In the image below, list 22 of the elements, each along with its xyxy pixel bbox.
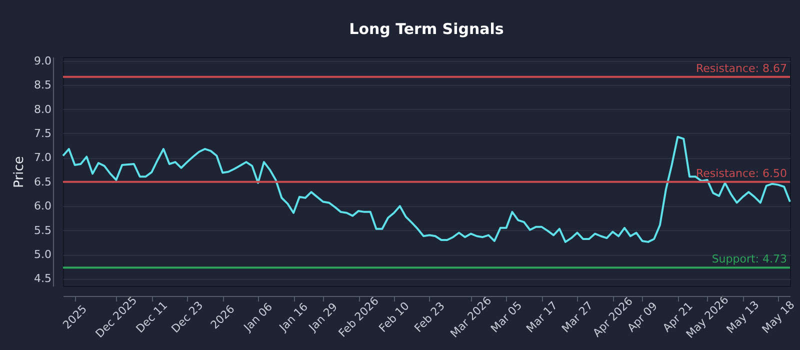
- y-tick-label: 4.5: [34, 272, 52, 286]
- y-axis-title: Price: [12, 156, 28, 188]
- y-tick-label: 8.0: [34, 102, 52, 116]
- x-tick-label: Jan 06: [240, 300, 275, 335]
- ref-line-label: Resistance: 8.67: [696, 62, 787, 75]
- y-tick-label: 5.5: [34, 224, 52, 237]
- chart-title: Long Term Signals: [349, 20, 504, 38]
- y-tick-label: 5.0: [34, 248, 52, 262]
- y-tick-label: 8.5: [34, 78, 52, 92]
- ref-line-label: Resistance: 6.50: [696, 166, 787, 180]
- y-tick-label: 7.0: [34, 151, 52, 164]
- line-series: [62, 136, 791, 243]
- y-tick-label: 9.0: [34, 54, 52, 68]
- x-tick-label: Mar 27: [559, 299, 596, 336]
- x-tick-label: Jan 16: [276, 300, 310, 335]
- y-tick-label: 6.0: [34, 200, 52, 213]
- y-tick-label: 7.5: [34, 126, 52, 140]
- x-tick-label: Mar 17: [524, 299, 560, 336]
- ref-line-label: Support: 4.73: [712, 252, 787, 266]
- y-tick-label: 6.5: [34, 175, 52, 188]
- x-tick-label: Dec 23: [168, 298, 206, 336]
- x-tick-label: Feb 23: [412, 299, 448, 335]
